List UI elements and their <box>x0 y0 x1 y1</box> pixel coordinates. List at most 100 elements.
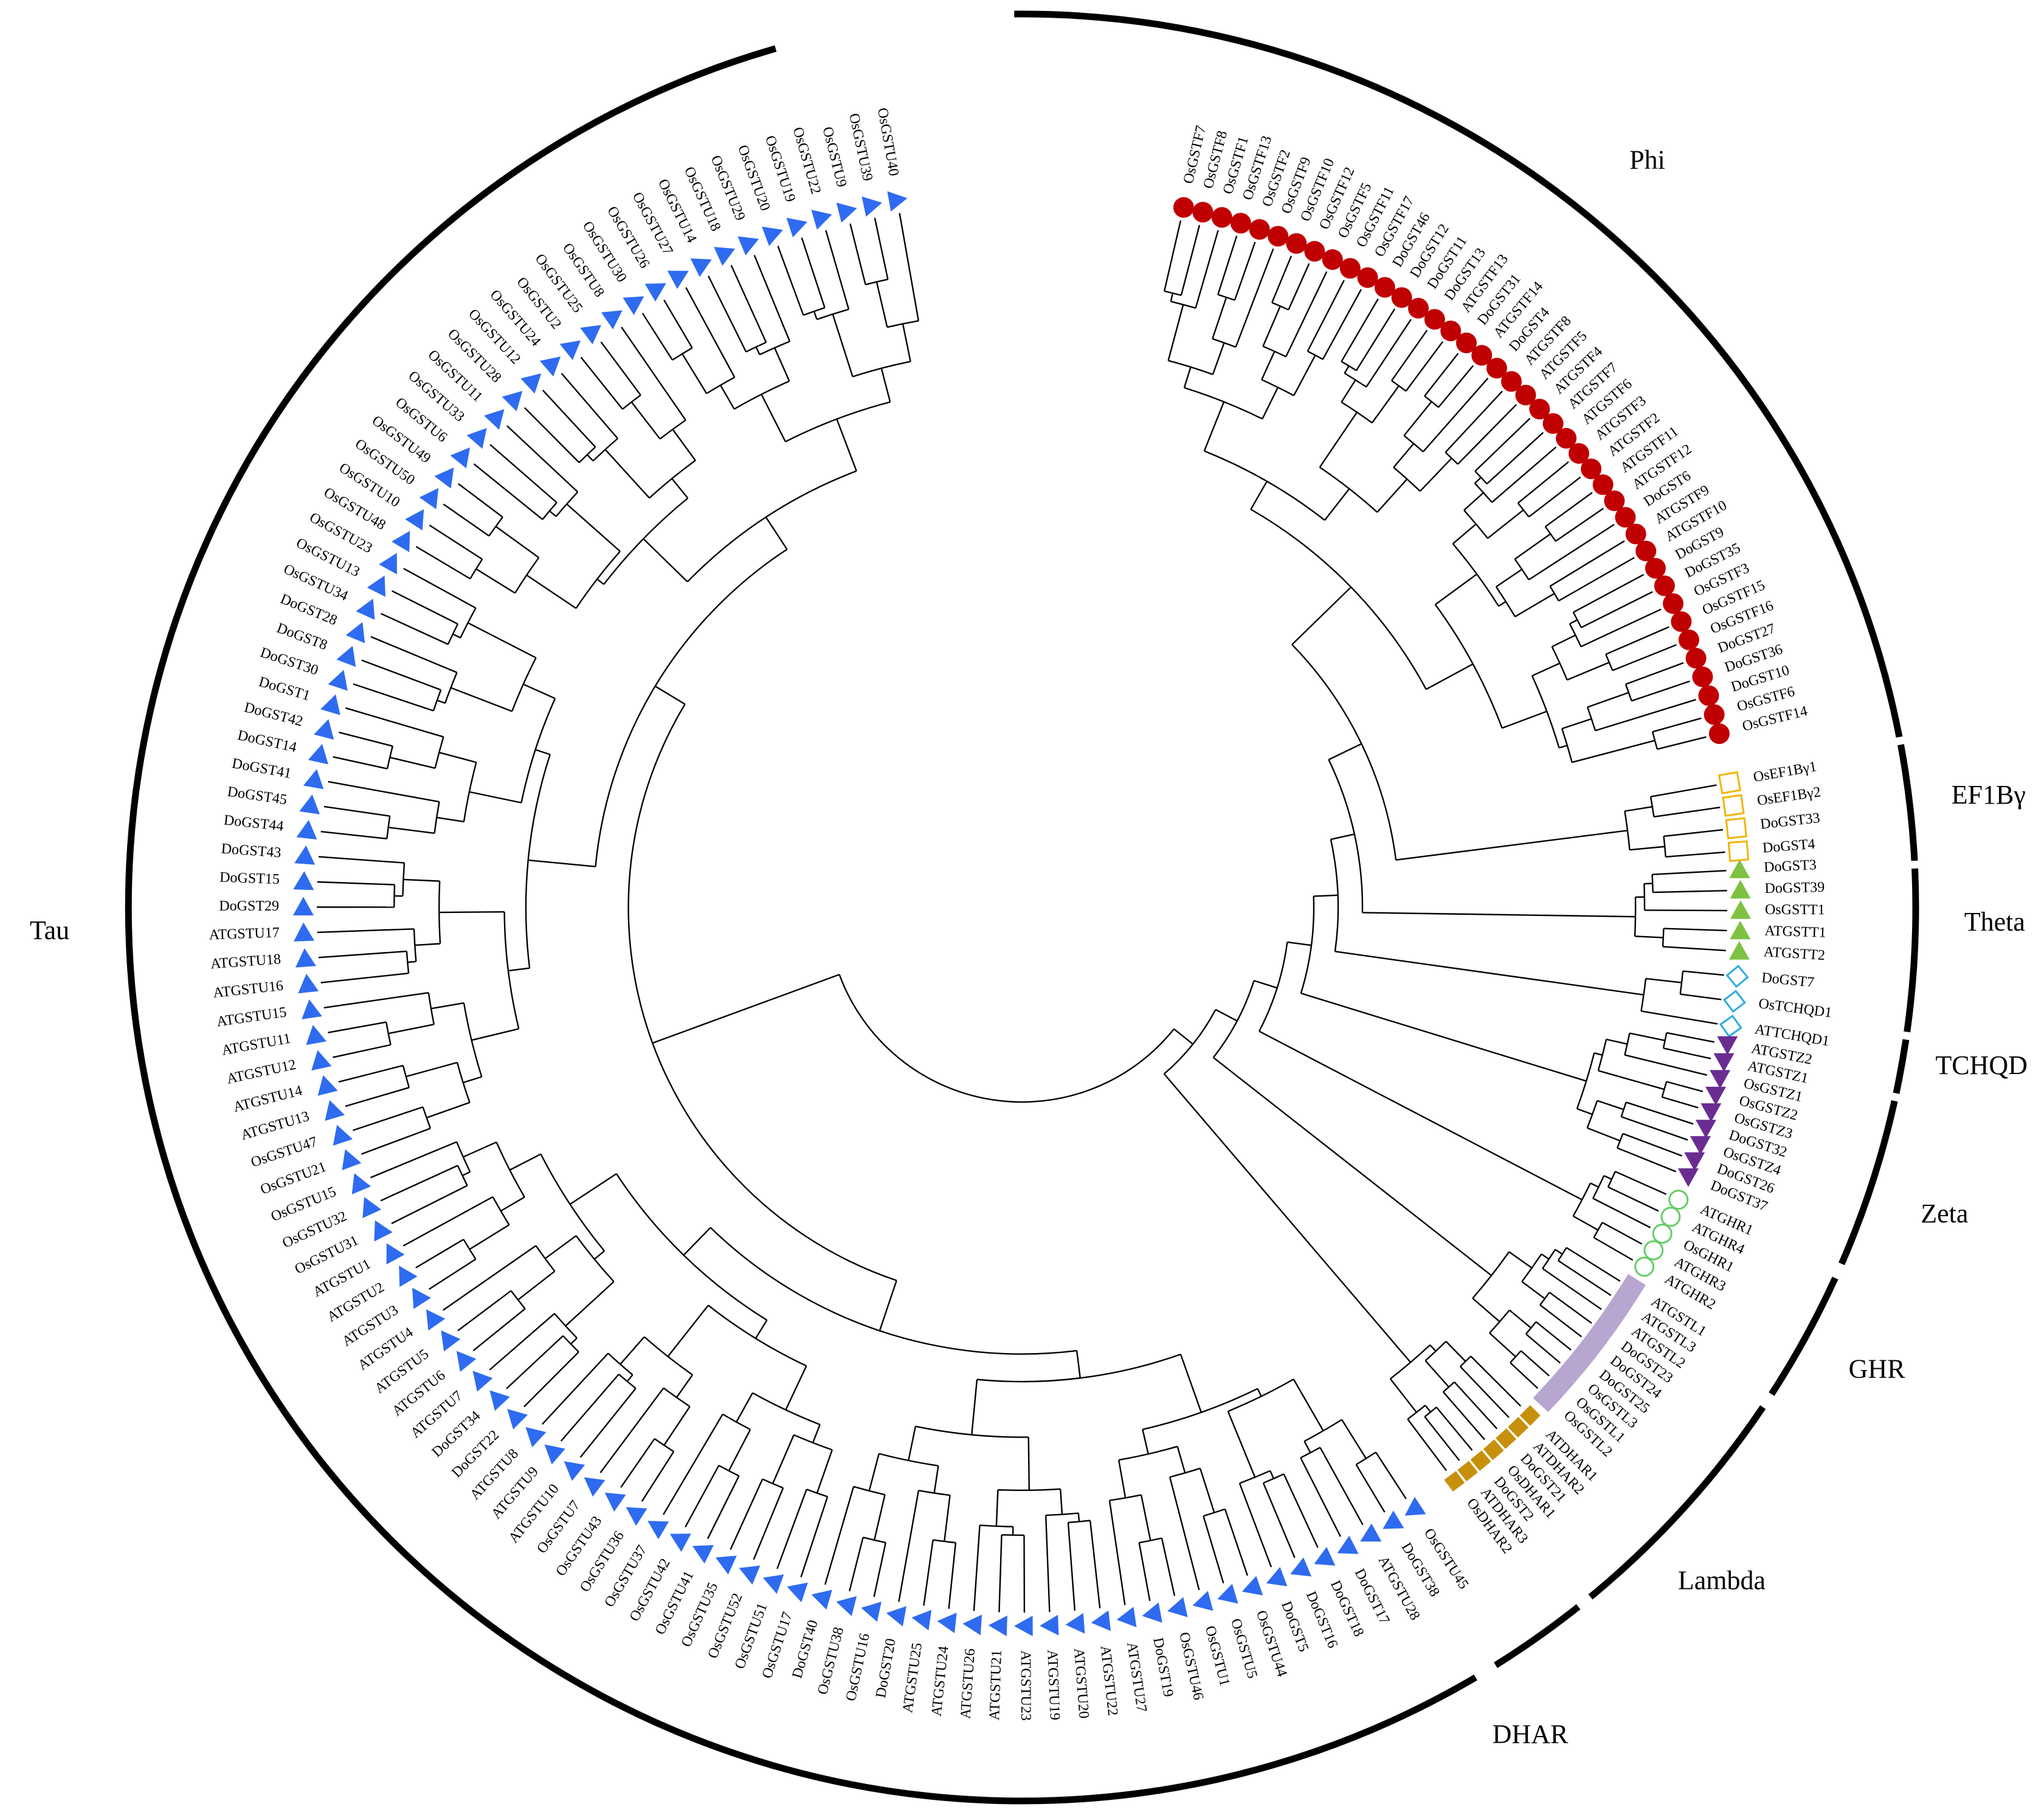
tree-branch <box>838 974 1175 1103</box>
tree-branch <box>849 1537 864 1592</box>
tree-branch <box>1662 1032 1668 1049</box>
tree-branch <box>1330 833 1355 841</box>
tree-branch <box>1593 1222 1603 1238</box>
tree-branch <box>667 1304 709 1357</box>
tree-branch <box>1313 894 1338 897</box>
leaf-marker-phi <box>1268 226 1289 247</box>
leaf-label: OsGSTU46 <box>1176 1631 1206 1701</box>
tree-branch <box>1307 350 1324 360</box>
tree-branch <box>836 418 857 472</box>
leaf-marker-tau <box>292 897 314 916</box>
tree-branch <box>1434 604 1503 729</box>
tree-branch <box>1573 1215 1599 1231</box>
leaf-marker-dhar <box>1483 1439 1504 1461</box>
leaf-marker-tau <box>405 509 424 531</box>
tree-branch <box>415 546 471 580</box>
tree-branches <box>316 213 1727 1613</box>
tree-branch <box>333 756 388 770</box>
leaf-marker-tau <box>333 1124 353 1146</box>
tree-branch <box>523 683 556 700</box>
tree-branch <box>506 425 579 493</box>
leaf-marker-tau <box>937 1613 957 1633</box>
tree-branch <box>495 526 539 559</box>
leaf-label: OsTCHQD1 <box>1758 996 1833 1021</box>
tree-branch <box>793 1434 833 1451</box>
tree-branch <box>1341 298 1379 362</box>
tree-branch <box>1573 574 1645 613</box>
tree-branch <box>759 340 790 356</box>
tree-branch <box>361 1128 431 1155</box>
tree-branch <box>1587 692 1629 708</box>
tree-branch <box>1539 1292 1550 1306</box>
tree-branch <box>1572 611 1582 628</box>
leaf-marker-tau <box>1217 1583 1238 1604</box>
leaf-marker-phi <box>1455 332 1477 354</box>
tree-branch <box>1572 740 1656 763</box>
leaf-label: ATGSTU20 <box>1071 1648 1092 1720</box>
tree-branch <box>1679 971 1684 994</box>
tree-branch <box>641 312 673 360</box>
leaf-label: DoGST40 <box>789 1618 821 1680</box>
tree-branch <box>1525 1321 1537 1335</box>
tree-branch <box>391 1185 468 1224</box>
tree-branch <box>1542 1267 1602 1310</box>
tree-branch <box>1424 1416 1460 1461</box>
tree-branch <box>1376 478 1408 513</box>
tree-branch <box>1341 1419 1367 1459</box>
leaf-marker-zeta <box>1713 1053 1735 1072</box>
tree-branch <box>1407 1405 1426 1420</box>
tree-branch <box>973 1525 981 1611</box>
leaf-marker-tau <box>1142 1602 1162 1623</box>
tree-branch <box>1424 1341 1447 1362</box>
tree-branch <box>1445 1341 1466 1362</box>
leaf-label: DoGST7 <box>1761 970 1815 991</box>
leaf-marker-tau <box>484 409 505 430</box>
leaf-marker-dhar <box>1470 1450 1491 1471</box>
tree-branch <box>1269 1470 1274 1479</box>
leaf-marker-tau <box>314 718 334 740</box>
leaf-marker-tau <box>601 310 623 329</box>
tree-branch <box>1645 977 1682 983</box>
tree-branch <box>1463 492 1484 511</box>
tree-branch <box>1254 980 1277 989</box>
tree-branch <box>643 538 688 582</box>
tree-branch <box>415 943 441 946</box>
tree-branch <box>1474 477 1482 484</box>
tree-branch <box>1607 1171 1616 1188</box>
tree-branch <box>1531 663 1561 677</box>
tree-branch <box>596 578 604 585</box>
tree-branch <box>1592 1175 1605 1199</box>
leaf-label: DoGST19 <box>1150 1636 1176 1698</box>
tree-branch <box>488 517 503 537</box>
tree-branch <box>457 1290 512 1332</box>
leaf-marker-tau <box>308 743 329 765</box>
tree-branch <box>1438 365 1474 408</box>
tree-branch <box>1641 1010 1718 1025</box>
tree-branch <box>1341 379 1356 403</box>
tree-branch <box>626 1374 634 1382</box>
tree-branch <box>1597 1100 1624 1111</box>
tree-branch <box>1555 508 1604 542</box>
tree-branch <box>1454 1381 1498 1430</box>
tree-branch <box>444 672 458 704</box>
leaf-label: DoGST3 <box>1764 857 1817 876</box>
leaf-marker-phi <box>1173 197 1194 218</box>
tree-branch <box>627 703 897 1281</box>
leaf-marker-tau <box>962 1614 982 1636</box>
clade-label-theta: Theta <box>1964 907 2025 937</box>
tree-branch <box>526 574 577 609</box>
tree-branch <box>1514 593 1555 618</box>
tree-branch <box>523 407 580 463</box>
leaf-marker-tau <box>692 1545 714 1564</box>
leaf-marker-phi <box>1604 490 1625 511</box>
tree-branch <box>944 1495 951 1542</box>
tree-branch <box>328 780 440 803</box>
tree-branch <box>1238 1483 1272 1568</box>
tree-branch <box>1652 717 1702 733</box>
leaf-marker-tau <box>1404 1496 1426 1516</box>
tree-branch <box>1665 851 1725 858</box>
tree-branch <box>1355 308 1396 371</box>
leaf-marker-phi <box>1357 267 1378 288</box>
clade-label-lambda: Lambda <box>1678 1566 1766 1596</box>
tree-branch <box>1607 1186 1659 1212</box>
